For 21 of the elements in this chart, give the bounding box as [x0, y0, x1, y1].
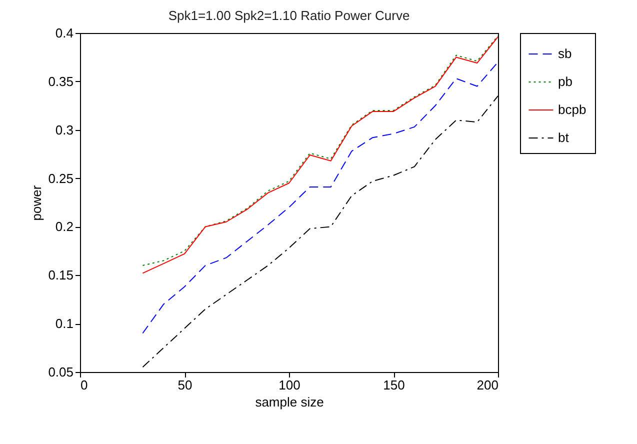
y-tick-label: 0.05	[48, 364, 74, 380]
legend-label: bcpb	[558, 102, 586, 117]
y-tick-label: 0.4	[55, 26, 74, 40]
chart-title: Spk1=1.00 Spk2=1.10 Ratio Power Curve	[168, 8, 410, 23]
x-tick-label: 50	[178, 378, 192, 392]
x-tick-label: 150	[383, 378, 405, 392]
y-axis-title: power	[29, 184, 44, 221]
y-tick-label: 0.3	[55, 122, 74, 138]
x-axis-title: sample size	[255, 394, 324, 410]
legend-label: sb	[558, 46, 572, 61]
legend-label: pb	[558, 74, 572, 89]
legend-label: bt	[558, 130, 570, 145]
x-tick-label: 100	[278, 378, 300, 392]
y-tick-label: 0.15	[48, 268, 74, 283]
y-tick-label: 0.2	[55, 219, 74, 234]
y-tick-label: 0.1	[55, 316, 74, 332]
y-tick-label: 0.35	[48, 74, 74, 89]
y-tick-label: 0.25	[48, 170, 74, 186]
x-tick-label: 200	[476, 378, 498, 392]
line-series	[142, 62, 498, 334]
x-tick-label: 0	[80, 378, 88, 392]
